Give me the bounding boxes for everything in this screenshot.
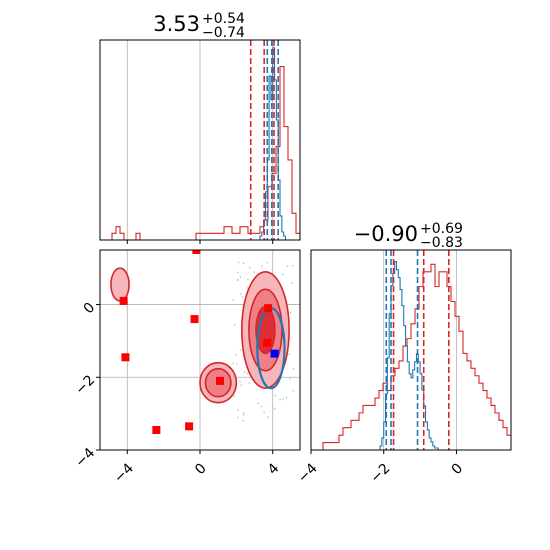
sample-dot [257, 402, 260, 405]
panel-frame [310, 249, 512, 451]
red-square-marker [121, 353, 130, 362]
red-square-marker [190, 315, 199, 324]
sample-dot [282, 398, 284, 400]
sample-dot [237, 409, 239, 411]
top-panel-title-minus: −0.74 [202, 25, 245, 41]
sample-dot [236, 279, 239, 281]
sample-dot [267, 416, 269, 418]
sample-dot [247, 278, 249, 281]
sample-dot [289, 311, 292, 314]
bottom-right-histogram-panel [310, 249, 512, 451]
blue-square-marker [270, 349, 279, 358]
x-tick-label: 0 [449, 460, 467, 478]
y-tick-label: −2 [72, 372, 98, 398]
red-square-marker [192, 250, 201, 254]
y-tick-label: 0 [81, 300, 99, 318]
sample-dot [291, 264, 294, 267]
sample-dot [232, 299, 235, 301]
x-tick-label: 4 [265, 460, 283, 478]
sample-dot [288, 353, 291, 356]
sample-dot [237, 416, 239, 419]
red-square-marker [152, 426, 161, 434]
top-panel-title-value: 3.53 [153, 12, 200, 36]
histogram-red [311, 263, 511, 450]
sample-dot [243, 411, 245, 414]
right-panel-title-value: −0.90 [354, 222, 418, 246]
sample-dot [292, 368, 295, 370]
sample-dot [242, 414, 245, 416]
right-panel-title-plus: +0.69 [420, 221, 463, 237]
sample-dot [232, 362, 235, 365]
red-square-marker [216, 376, 224, 385]
sample-dot [248, 266, 251, 269]
sample-dot [253, 271, 256, 273]
x-tick-label: 0 [192, 460, 210, 478]
right-panel-title-minus: −0.83 [420, 235, 463, 251]
x-tick-label: −2 [368, 460, 394, 486]
sample-dot [263, 411, 266, 414]
sample-dot [243, 371, 246, 374]
histogram-blue [379, 260, 439, 450]
sample-dot [290, 282, 293, 285]
sample-dot [233, 395, 236, 398]
sample-dot [288, 377, 291, 380]
bottom-left-contour-panel [99, 249, 301, 451]
sample-dot [266, 261, 269, 264]
sample-dot [239, 380, 241, 383]
contour-level [110, 267, 130, 302]
red-square-marker [119, 296, 128, 305]
x-tick-label: −4 [295, 460, 321, 486]
sample-dot [246, 372, 249, 375]
sample-dot [246, 287, 249, 289]
sample-dot [242, 419, 245, 422]
sample-dot [279, 398, 281, 401]
sample-dot [236, 271, 239, 274]
red-square-marker [264, 304, 273, 313]
top-panel-title-plus: +0.54 [202, 11, 245, 27]
sample-dot [239, 348, 242, 351]
sample-dot [248, 382, 251, 384]
sample-dot [274, 394, 277, 397]
y-tick-label: −4 [72, 445, 98, 471]
sample-dot [242, 262, 245, 265]
sample-dot [271, 406, 274, 408]
sample-dot [273, 407, 276, 410]
red-square-marker [263, 338, 272, 347]
sample-dot [234, 354, 237, 356]
sample-dot [281, 273, 284, 276]
red-square-marker [185, 422, 194, 431]
sample-dot [285, 396, 288, 399]
histogram-red [100, 65, 300, 240]
sample-dot [292, 389, 295, 392]
sample-dot [237, 261, 240, 264]
sample-dot [241, 296, 244, 299]
sample-dot [260, 265, 263, 268]
sample-dot [260, 405, 263, 408]
sample-dot [239, 276, 242, 278]
sample-dot [239, 293, 242, 295]
x-tick-label: −4 [111, 460, 137, 486]
sample-dot [235, 363, 238, 365]
top-left-histogram-panel [99, 39, 301, 241]
sample-dot [286, 265, 289, 267]
sample-dot [240, 384, 243, 386]
sample-dot [233, 323, 236, 326]
